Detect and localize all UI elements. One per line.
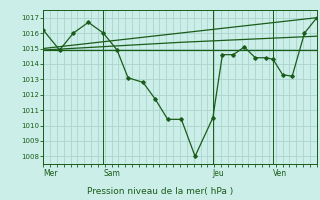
Text: Mer: Mer bbox=[43, 169, 58, 178]
Text: Ven: Ven bbox=[273, 169, 287, 178]
Text: Jeu: Jeu bbox=[213, 169, 225, 178]
Text: Sam: Sam bbox=[103, 169, 120, 178]
Text: Pression niveau de la mer( hPa ): Pression niveau de la mer( hPa ) bbox=[87, 187, 233, 196]
